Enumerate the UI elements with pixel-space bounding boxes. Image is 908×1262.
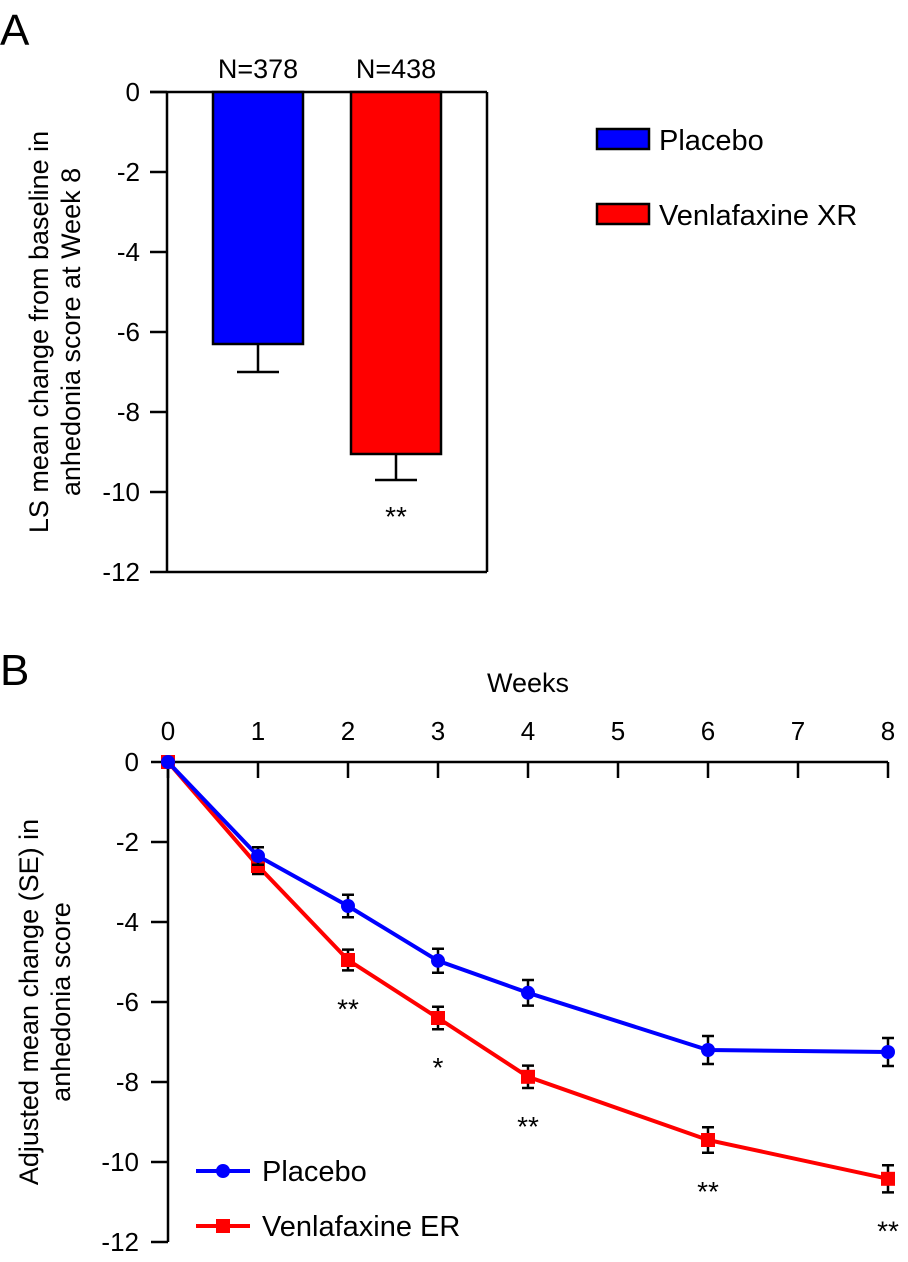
panel-b-xtick-label: 2 [341,716,355,746]
panel-b-point-venlafaxine-er [341,953,355,967]
panel-b-xtick-label: 7 [791,716,805,746]
panel-b-xtick-label: 4 [521,716,535,746]
panel-b-point-placebo [701,1043,715,1057]
panel-b-significance-marker: ** [517,1111,539,1142]
panel-b-ytick-label: -4 [116,907,139,937]
panel-b-ytick-label: -2 [116,827,139,857]
panel-a-ytick-label: -12 [102,557,140,587]
panel-b-significance-marker: ** [877,1215,899,1246]
panel-a-ytick-label: -10 [102,477,140,507]
panel-a-legend-label: Venlafaxine XR [659,200,857,232]
panel-b-line-placebo [166,760,889,1054]
panel-a-legend-swatch [595,202,651,226]
panel-b-point-placebo [881,1045,895,1059]
panel-a-bar-placebo [211,90,305,346]
panel-b-xtick-label: 8 [881,716,895,746]
panel-b-point-placebo [161,755,175,769]
panel-b-ylabel-line1: Adjusted mean change (SE) in [14,819,44,1185]
panel-a-error-bar [375,454,417,482]
panel-b-ytick-label: -6 [116,987,139,1017]
panel-b-line-chart: Weeks Adjusted mean change (SE) in anhed… [14,668,899,1257]
panel-b-point-venlafaxine-er [881,1171,895,1186]
panel-b-series-placebo [161,755,895,1068]
panel-b-ylabel-line2: anhedonia score [46,902,76,1102]
panel-b-significance-marker: ** [697,1176,719,1207]
panel-a-ytick-label: -4 [117,237,140,267]
panel-b-xlabel: Weeks [487,668,569,698]
panel-a-n-label: N=438 [356,54,436,84]
panel-b-significance-marker: ** [337,993,359,1024]
panel-label-a: A [0,6,30,55]
panel-b-ytick-label: -12 [101,1227,139,1257]
panel-b-legend-label: Placebo [262,1156,367,1188]
panel-b-significance-marker: * [433,1052,444,1083]
panel-a-bar-chart: LS mean change from baseline in anhedoni… [24,54,857,587]
panel-a-error-bar [237,344,279,374]
panel-b-legend-marker [216,1219,230,1233]
panel-label-b: B [0,646,29,695]
panel-b-legend-marker [216,1164,230,1178]
panel-b-point-venlafaxine-er [701,1133,715,1147]
panel-a-legend-label: Placebo [659,125,764,157]
panel-a-ylabel-line2: anhedonia score at Week 8 [56,168,86,496]
panel-b-ytick-label: -8 [116,1067,139,1097]
panel-a-bar-venlafaxine-xr [349,90,443,456]
panel-b-point-placebo [251,849,265,863]
panel-b-ytick-label: -10 [101,1147,139,1177]
panel-b-point-placebo [431,953,445,968]
panel-b-xtick-label: 6 [701,716,715,746]
panel-a-legend-swatch [595,127,651,151]
panel-b-point-venlafaxine-er [431,1011,445,1025]
panel-b-xtick-label: 5 [611,716,625,746]
panel-a-ytick-label: -8 [117,397,140,427]
panel-b-ytick-label: 0 [125,747,139,777]
panel-b-point-placebo [341,899,355,913]
panel-b-legend-label: Venlafaxine ER [262,1211,460,1243]
panel-b-point-placebo [521,985,535,1000]
panel-a-ytick-label: -6 [117,317,140,347]
panel-a-ylabel-line1: LS mean change from baseline in [24,131,54,533]
panel-a-ytick-label: -2 [117,157,140,187]
panel-a-significance-marker: ** [385,501,407,532]
panel-b-xtick-label: 0 [161,716,175,746]
panel-a-n-label: N=378 [218,54,298,84]
panel-b-xtick-label: 1 [251,716,265,746]
panel-b-xtick-label: 3 [431,716,445,746]
panel-a-ytick-label: 0 [126,77,140,107]
panel-b-point-venlafaxine-er [521,1069,535,1084]
